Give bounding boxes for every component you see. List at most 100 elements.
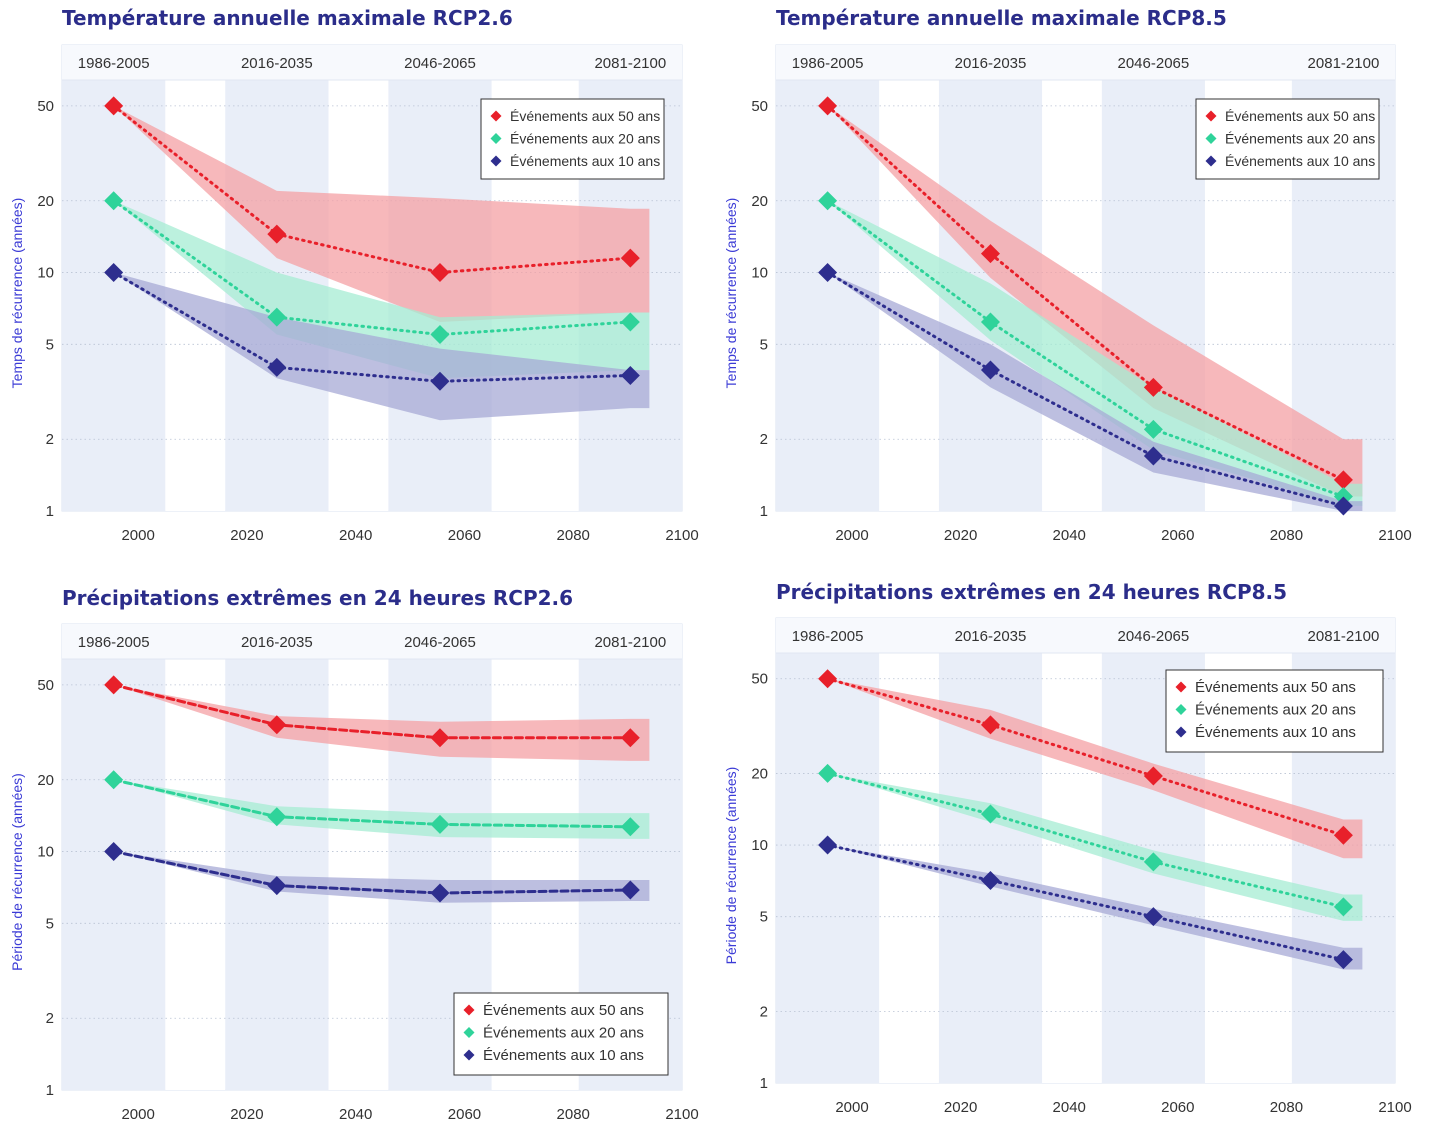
data-point: [818, 191, 838, 211]
legend-box: [480, 98, 665, 180]
series-line: [826, 771, 1345, 909]
legend-marker: [1175, 704, 1187, 715]
period-label: 2016-2035: [241, 634, 313, 651]
data-point: [818, 263, 838, 283]
data-point: [980, 244, 1000, 264]
data-point: [980, 715, 1000, 735]
period-label: 2046-2065: [404, 55, 476, 72]
data-point: [430, 728, 450, 748]
legend-marker: [1205, 110, 1217, 122]
series-line: [112, 850, 632, 895]
legend-marker: [1175, 681, 1187, 693]
uncertainty-band: [827, 200, 1363, 506]
data-point: [430, 371, 450, 391]
legend-label: Événements aux 20 ans: [483, 1025, 644, 1042]
x-tick-label: 2020: [230, 1106, 263, 1123]
y-tick-label: 1: [46, 503, 54, 520]
series-line: [112, 104, 632, 275]
data-point: [267, 715, 287, 735]
data-point: [1143, 766, 1163, 786]
chart-panel-precip-rcp26: Précipitations extrêmes en 24 heures RCP…: [0, 580, 714, 1123]
x-tick-label: 2040: [1053, 527, 1086, 544]
period-shade: [62, 659, 166, 1090]
y-tick-label: 20: [751, 765, 768, 782]
y-tick-label: 20: [751, 193, 768, 210]
legend-label: Événements aux 10 ans: [1195, 724, 1356, 741]
data-point: [430, 883, 450, 903]
y-tick-label: 5: [760, 909, 768, 926]
data-point: [620, 880, 640, 900]
data-point: [430, 263, 450, 283]
x-tick-label: 2040: [1053, 1099, 1086, 1116]
chart-title: Température annuelle maximale RCP2.6: [62, 6, 513, 30]
data-point: [1143, 419, 1163, 439]
data-point: [980, 870, 1000, 890]
data-point: [620, 366, 640, 386]
x-tick-label: 2080: [557, 1106, 590, 1123]
legend-label: Événements aux 20 ans: [510, 131, 660, 147]
data-point: [818, 763, 838, 783]
data-point: [267, 357, 287, 377]
legend-marker: [490, 155, 502, 167]
period-label: 1986-2005: [78, 55, 150, 72]
series-line: [112, 271, 632, 383]
legend-label: Événements aux 50 ans: [1225, 108, 1375, 124]
chart-title: Précipitations extrêmes en 24 heures RCP…: [62, 586, 574, 610]
uncertainty-band: [827, 272, 1363, 511]
y-axis-label: Temps de récurrence (années): [9, 198, 25, 389]
period-label: 2046-2065: [1118, 55, 1190, 72]
data-point: [1143, 852, 1163, 872]
series-line: [826, 199, 1345, 498]
legend-marker: [1175, 726, 1187, 738]
data-point: [980, 804, 1000, 824]
chart-svg: 1986-2005 2016-2035 2046-2065 2081-2100 1 2 5 1…: [9, 44, 699, 544]
data-point: [104, 842, 124, 862]
x-tick-label: 2100: [665, 1106, 698, 1123]
x-tick-label: 2040: [339, 1106, 372, 1123]
period-label: 2081-2100: [1308, 55, 1380, 72]
uncertainty-band: [113, 272, 650, 421]
legend-label: Événements aux 50 ans: [483, 1002, 644, 1019]
series-line: [826, 843, 1345, 962]
y-axis-label: Période de récurrence (années): [9, 773, 25, 971]
chart-panel-temp-rcp26: Température annuelle maximale RCP2.6 198…: [0, 0, 714, 560]
data-point: [104, 191, 124, 211]
x-tick-label: 2000: [121, 527, 154, 544]
period-label: 2081-2100: [594, 55, 666, 72]
period-label: 2016-2035: [955, 55, 1027, 72]
period-gap: [1042, 653, 1102, 1083]
series-line: [112, 683, 632, 740]
period-shade: [776, 653, 880, 1083]
legend-marker: [490, 110, 502, 122]
x-tick-label: 2000: [835, 1099, 868, 1116]
legend-marker: [1205, 155, 1217, 167]
period-label: 2081-2100: [594, 634, 666, 651]
data-point: [104, 770, 124, 790]
y-axis-label: Période de récurrence (années): [723, 767, 739, 965]
data-point: [620, 312, 640, 332]
uncertainty-band: [827, 678, 1363, 859]
y-tick-label: 2: [46, 1010, 54, 1027]
legend-marker: [463, 1027, 475, 1038]
data-point: [620, 817, 640, 837]
y-tick-label: 10: [751, 837, 768, 854]
y-tick-label: 5: [46, 915, 54, 932]
y-tick-label: 20: [37, 193, 54, 210]
x-tick-label: 2100: [1378, 527, 1411, 544]
data-point: [1143, 377, 1163, 397]
x-tick-label: 2060: [448, 527, 481, 544]
y-tick-label: 5: [46, 336, 54, 353]
period-gap: [879, 80, 939, 511]
series-line: [826, 271, 1345, 508]
uncertainty-band: [827, 105, 1363, 497]
uncertainty-band: [113, 779, 650, 839]
uncertainty-band: [113, 851, 650, 903]
data-point: [620, 728, 640, 748]
legend-marker: [463, 1004, 475, 1016]
x-tick-label: 2000: [835, 527, 868, 544]
data-point: [1333, 897, 1353, 917]
y-tick-label: 10: [37, 844, 54, 861]
legend-box: [453, 992, 669, 1076]
legend-label: Événements aux 10 ans: [1225, 153, 1375, 169]
period-label: 1986-2005: [792, 628, 864, 645]
